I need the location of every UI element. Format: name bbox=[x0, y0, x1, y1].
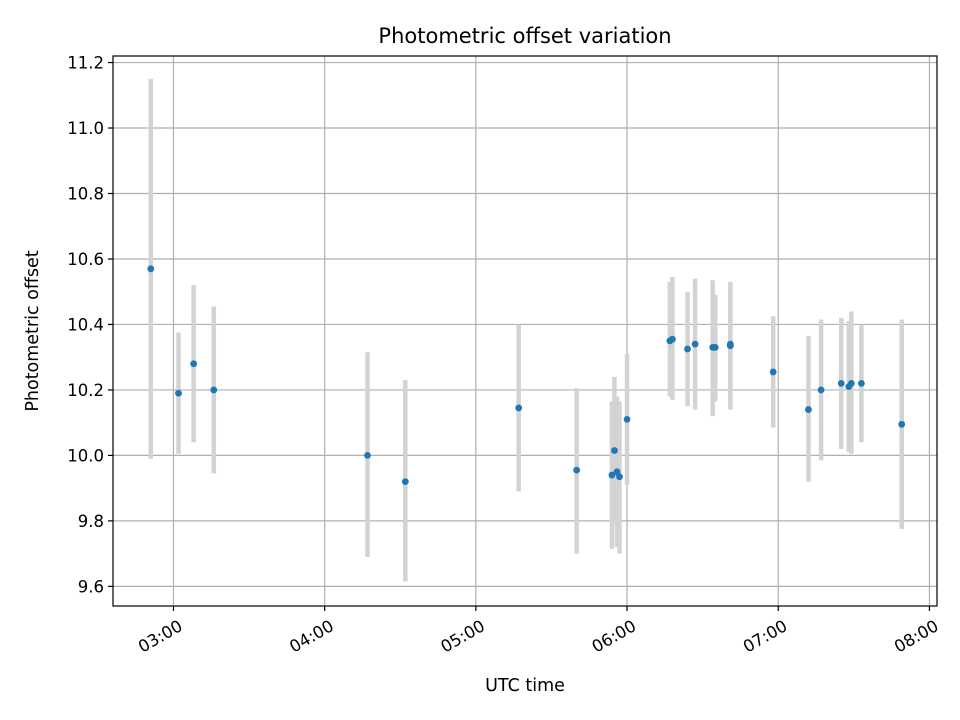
x-axis-title: UTC time bbox=[485, 676, 565, 696]
data-points bbox=[147, 265, 906, 485]
data-point bbox=[858, 379, 865, 387]
data-point bbox=[805, 406, 812, 413]
data-point bbox=[837, 379, 845, 387]
data-point bbox=[847, 379, 855, 387]
data-point bbox=[364, 452, 371, 459]
x-tick-label: 06:00 bbox=[589, 616, 640, 656]
x-tick-label: 04:00 bbox=[286, 616, 337, 656]
x-tick-label: 05:00 bbox=[437, 616, 488, 656]
data-point bbox=[769, 368, 777, 376]
data-point bbox=[898, 420, 906, 428]
x-tick-label: 08:00 bbox=[891, 616, 942, 656]
data-point bbox=[726, 342, 734, 350]
x-tick-label: 07:00 bbox=[740, 616, 791, 656]
data-point bbox=[190, 360, 198, 368]
data-point bbox=[711, 343, 719, 351]
data-point bbox=[573, 466, 581, 474]
plot-frame bbox=[112, 55, 938, 607]
data-point bbox=[175, 389, 182, 397]
data-point bbox=[515, 404, 523, 412]
data-point bbox=[611, 447, 618, 454]
data-point bbox=[817, 386, 825, 394]
y-tick-label: 10.2 bbox=[67, 381, 104, 400]
data-point bbox=[608, 471, 616, 479]
y-tick-label: 10.4 bbox=[67, 315, 104, 334]
data-point bbox=[401, 478, 409, 485]
grid bbox=[113, 56, 937, 606]
data-point bbox=[210, 386, 218, 394]
y-tick-label: 10.8 bbox=[67, 185, 104, 204]
data-point bbox=[684, 345, 691, 353]
data-point bbox=[616, 473, 623, 481]
y-tick-label: 10.6 bbox=[67, 250, 104, 269]
y-tick-label: 11.2 bbox=[67, 54, 104, 73]
y-tick-label: 9.6 bbox=[78, 577, 104, 596]
data-point bbox=[147, 265, 155, 273]
y-tick-label: 11.0 bbox=[67, 119, 104, 138]
y-axis-title: Photometric offset bbox=[23, 250, 43, 411]
x-tick-label: 03:00 bbox=[135, 616, 186, 656]
error-bars bbox=[148, 78, 904, 582]
data-point bbox=[669, 335, 676, 343]
y-tick-label: 9.8 bbox=[78, 512, 104, 531]
data-point bbox=[623, 415, 631, 423]
chart-title: Photometric offset variation bbox=[378, 24, 671, 48]
data-point bbox=[691, 340, 699, 348]
y-tick-label: 10.0 bbox=[67, 446, 104, 465]
